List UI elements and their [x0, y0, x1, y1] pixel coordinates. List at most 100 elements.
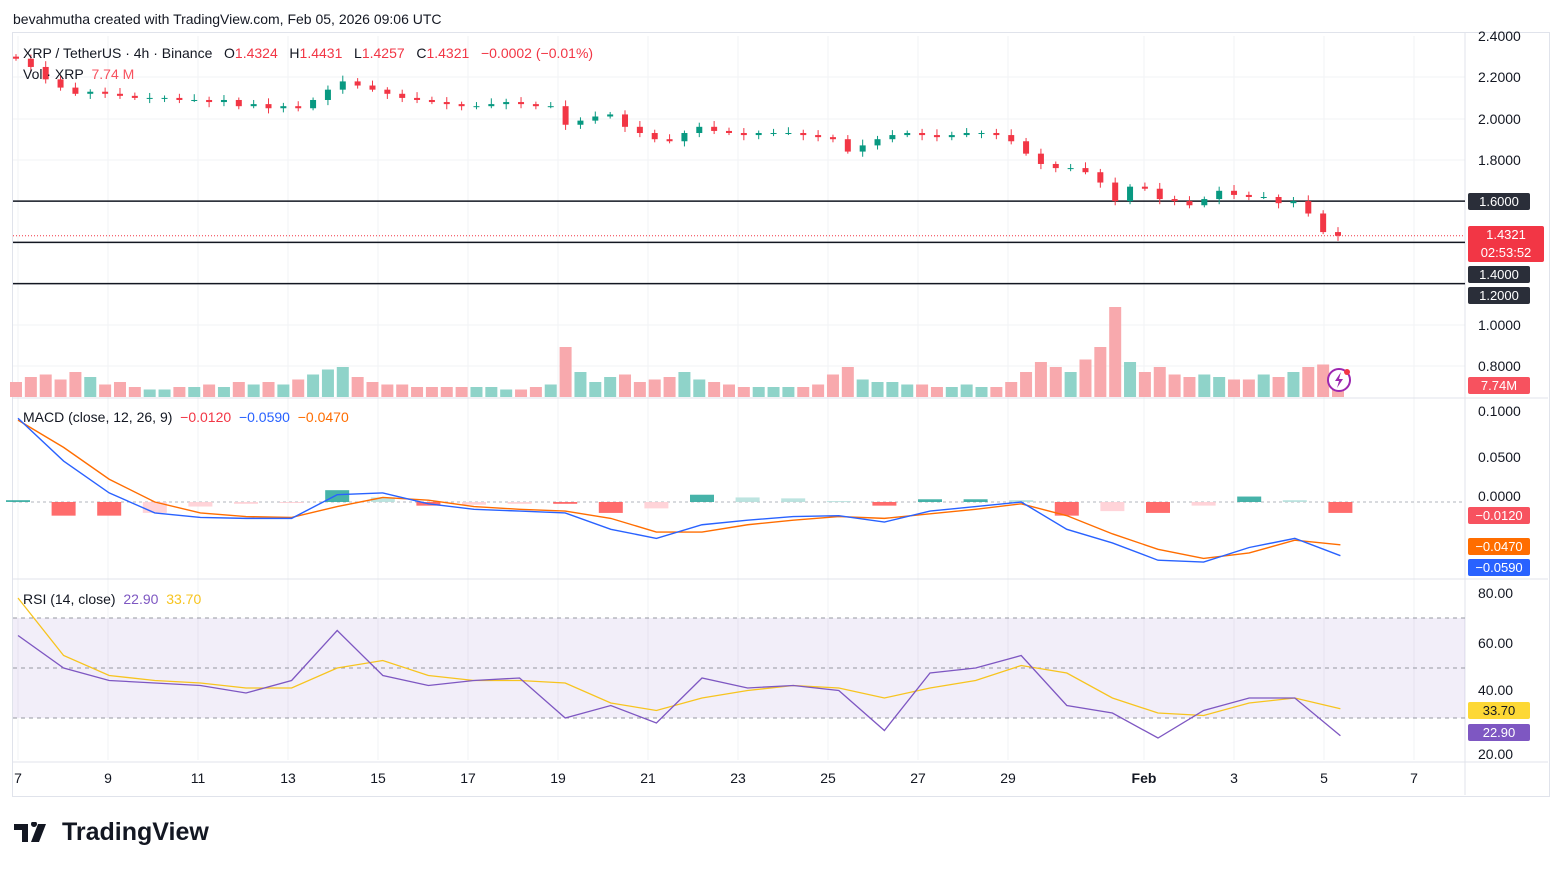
rsi-ma-tag: 33.70 [1468, 702, 1530, 719]
candle-body [651, 133, 658, 140]
level-tag: 1.6000 [1468, 193, 1530, 210]
volume-bar [158, 389, 171, 397]
candle-body [963, 133, 970, 136]
candle-body [369, 85, 376, 90]
candle-body [1290, 201, 1297, 204]
volume-bar [515, 389, 528, 397]
candle-body [1052, 163, 1059, 169]
macd-value: −0.0590 [238, 409, 290, 425]
macd-histogram-bar [1237, 496, 1262, 502]
low-label: L [354, 45, 362, 61]
macd-histogram-bar [279, 502, 304, 503]
candle-body [755, 133, 762, 136]
rsi-axis-label: 40.00 [1478, 682, 1514, 698]
candle-body [488, 104, 495, 107]
volume-bar [1124, 362, 1137, 397]
candle-body [770, 133, 777, 135]
volume-bar [1034, 362, 1047, 397]
candle-body [592, 116, 599, 121]
volume-bar [84, 377, 97, 397]
time-axis-label: 27 [910, 770, 926, 786]
symbol-label[interactable]: XRP / TetherUS · 4h · Binance [23, 45, 213, 61]
level-tag: 1.4000 [1468, 266, 1530, 283]
close-value: 1.4321 [426, 45, 470, 61]
brand-name: TradingView [62, 818, 209, 846]
volume-bar [767, 387, 780, 397]
macd-histogram-bar [781, 498, 806, 502]
candle-body [978, 133, 985, 135]
volume-bar [782, 387, 795, 397]
candle-body [13, 56, 19, 59]
time-axis-label: 17 [460, 770, 476, 786]
volume-bar [10, 382, 22, 397]
macd-histogram-bar [598, 502, 623, 513]
volume-bar [841, 367, 854, 397]
candle-body [57, 79, 64, 88]
volume-bar [396, 384, 409, 397]
candle-body [399, 93, 406, 98]
candle-body [42, 66, 49, 80]
candle-body [146, 97, 153, 99]
candle-body [889, 135, 896, 140]
lightning-icon [1335, 372, 1343, 388]
volume-bar [1287, 372, 1300, 397]
tradingview-logo[interactable]: TradingView [14, 818, 209, 847]
volume-bar [1005, 382, 1018, 397]
volume-bar [217, 387, 230, 397]
rsi-line [17, 629, 1341, 739]
candle-body [1245, 194, 1252, 197]
volume-bar [648, 379, 661, 397]
macd-histogram-bar [325, 490, 350, 502]
volume-bar [544, 384, 557, 397]
volume-bar [871, 382, 884, 397]
close-label: C [416, 45, 427, 61]
candle-body [1037, 153, 1044, 164]
macd-histogram-bar [1054, 502, 1079, 516]
candle-body [1231, 190, 1238, 195]
candle-body [1141, 186, 1148, 189]
time-axis-label: 3 [1230, 770, 1238, 786]
current-price-tag: 1.4321 02:53:52 [1468, 226, 1544, 262]
volume-bar [1257, 374, 1270, 397]
rsi-ma-value: 33.70 [166, 591, 202, 607]
volume-bar [470, 387, 483, 397]
volume-tag: 7.74M [1468, 377, 1530, 394]
macd-histogram-bar [1146, 502, 1170, 513]
candle-body [800, 133, 807, 136]
volume-bar [901, 384, 914, 397]
rsi-value: 22.90 [123, 591, 159, 607]
open-label: O [224, 45, 235, 61]
rsi-label[interactable]: RSI (14, close) [23, 591, 116, 607]
macd-histogram-bar [507, 502, 532, 504]
high-value: 1.4431 [299, 45, 343, 61]
rsi-axis-label: 20.00 [1478, 746, 1514, 762]
price-legend: XRP / TetherUS · 4h · Binance O1.4324 H1… [23, 45, 593, 61]
macd-label[interactable]: MACD (close, 12, 26, 9) [23, 409, 173, 425]
volume-bar [262, 382, 275, 397]
volume-bar [1228, 379, 1241, 397]
volume-label: Vol · XRP [23, 66, 84, 82]
time-axis-label: 25 [820, 770, 836, 786]
macd-tag: −0.0590 [1468, 559, 1530, 576]
macd-axis-label: 0.0500 [1478, 449, 1521, 465]
candle-body [191, 99, 198, 101]
volume-bar [930, 387, 943, 397]
candle-body [295, 106, 302, 109]
macd-histogram-bar [1282, 500, 1307, 502]
macd-histogram-bar [234, 502, 258, 504]
volume-bar [1094, 347, 1107, 397]
macd-histogram-bar [918, 499, 942, 502]
candle-body [414, 97, 421, 100]
candle-body [310, 99, 317, 109]
time-axis-label: 13 [280, 770, 296, 786]
candle-body [1097, 172, 1104, 183]
volume-bar [113, 382, 126, 397]
candle-body [1067, 168, 1074, 170]
candle-body [443, 102, 450, 105]
volume-bar [619, 374, 632, 397]
candle-body [1201, 199, 1208, 206]
rsi-tag: 22.90 [1468, 724, 1530, 741]
time-axis-label: 9 [104, 770, 112, 786]
macd-histogram-bar [826, 501, 851, 503]
